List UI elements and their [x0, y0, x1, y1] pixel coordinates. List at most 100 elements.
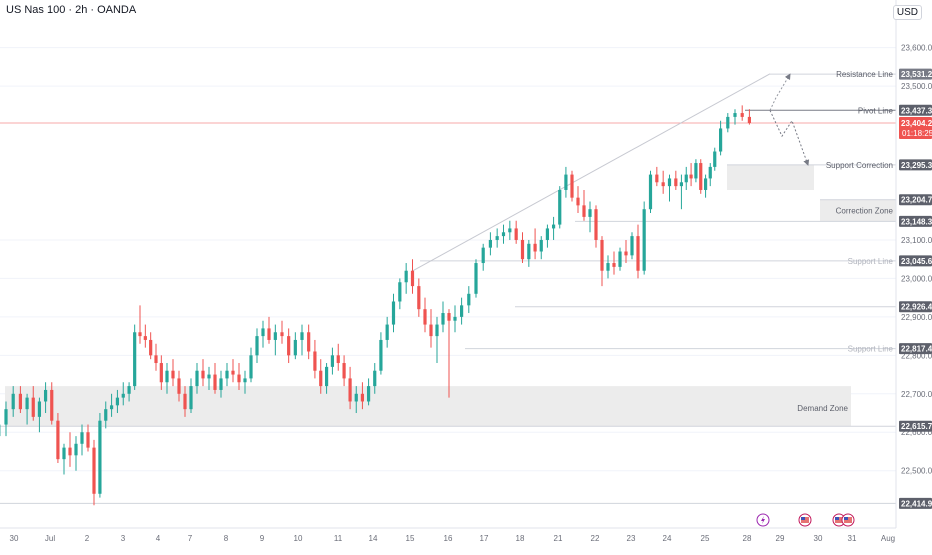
candle-body	[12, 394, 15, 409]
candle	[189, 378, 192, 413]
candle-body	[19, 394, 22, 409]
candle-body	[201, 371, 204, 379]
candle-body	[527, 244, 530, 259]
candle-body	[643, 209, 646, 271]
candle	[68, 432, 71, 467]
candle-body	[56, 421, 59, 459]
candle-body	[92, 448, 95, 494]
candle	[685, 167, 688, 190]
candle-body	[294, 340, 297, 355]
candle-body	[636, 236, 639, 271]
time-tick-label: 17	[480, 534, 489, 543]
candle	[86, 425, 89, 452]
candle	[606, 255, 609, 278]
candle	[612, 252, 615, 275]
candle	[92, 440, 95, 505]
candle	[460, 298, 463, 325]
candle-body	[325, 367, 328, 386]
candle-body	[355, 394, 358, 402]
level-lines	[0, 74, 896, 503]
candle	[213, 363, 216, 394]
lightning-icon[interactable]	[757, 514, 769, 526]
candle-body	[62, 448, 65, 460]
candle-body	[98, 421, 101, 494]
us-flag-icon[interactable]	[799, 514, 811, 526]
candle	[618, 248, 621, 271]
candles	[0, 105, 751, 511]
candle	[447, 309, 450, 397]
us-flag-icon[interactable]	[842, 514, 854, 526]
price-label-text: 22,817.4	[901, 345, 932, 354]
candle-body	[313, 351, 316, 370]
candle-body	[630, 236, 633, 255]
time-tick-label: 21	[554, 534, 563, 543]
candle	[533, 228, 536, 259]
candle-body	[68, 448, 71, 456]
price-label-text: 23,204.7	[901, 196, 932, 205]
time-tick-label: 3	[121, 534, 126, 543]
candle-body	[600, 240, 603, 271]
candle	[417, 278, 420, 316]
candle-body	[219, 378, 222, 390]
time-tick-label: 29	[776, 534, 785, 543]
candle	[713, 148, 716, 171]
candle-body	[189, 386, 192, 409]
candle-body	[429, 325, 432, 337]
candle-body	[144, 336, 147, 340]
candle	[249, 348, 252, 383]
candle	[674, 171, 677, 190]
time-tick-label: 22	[591, 534, 600, 543]
candle	[689, 163, 692, 186]
candle	[367, 378, 370, 405]
time-tick-label: 10	[294, 534, 303, 543]
candle	[429, 309, 432, 347]
candle	[160, 355, 163, 390]
zone-support-correction	[727, 165, 814, 190]
time-tick-label: 8	[224, 534, 229, 543]
candle-body	[104, 409, 107, 421]
annotation-label: Resistance Line	[836, 70, 893, 79]
candle-body	[655, 175, 658, 183]
candle-body	[177, 378, 180, 393]
candle	[576, 186, 579, 213]
candle	[267, 317, 270, 344]
candle	[62, 444, 65, 475]
candle-body	[213, 375, 216, 390]
candle-body	[699, 163, 702, 190]
candle	[287, 328, 290, 363]
candle-body	[379, 340, 382, 371]
candle	[225, 363, 228, 386]
candle	[496, 228, 499, 247]
candle-body	[662, 182, 665, 186]
candle	[379, 332, 382, 374]
candle-body	[453, 317, 456, 321]
candle	[74, 436, 77, 471]
candle-body	[300, 332, 303, 340]
candle-body	[261, 328, 264, 336]
candle-body	[447, 313, 450, 321]
candle-body	[704, 178, 707, 190]
candle-body	[709, 167, 712, 179]
time-tick-label: 23	[627, 534, 636, 543]
candle	[649, 171, 652, 213]
time-tick-label: 31	[848, 534, 857, 543]
candle	[636, 225, 639, 279]
candle	[331, 348, 334, 375]
candle-body	[138, 332, 141, 336]
candle-body	[576, 198, 579, 206]
candle-body	[86, 432, 89, 447]
candle-body	[249, 355, 252, 378]
candle	[588, 202, 591, 233]
candle	[546, 225, 549, 248]
candle-body	[713, 152, 716, 167]
candle	[527, 240, 530, 267]
candle-body	[489, 240, 492, 248]
currency-button[interactable]: USD	[893, 5, 922, 20]
candle-body	[612, 263, 615, 267]
candle-body	[423, 309, 426, 324]
candle-body	[726, 117, 729, 129]
candle	[719, 121, 722, 156]
annotation-label: Demand Zone	[797, 404, 848, 413]
